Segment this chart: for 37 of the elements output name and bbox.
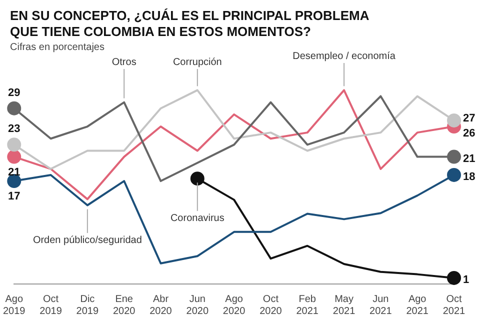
text: Corrupción [172,56,222,68]
chart-title: EN SU CONCEPTO, ¿CUÁL ES EL PRINCIPAL PROBLEMA QUE TIENE COLOMBIA EN ESTOS MOMENTOS? [10,8,370,40]
text: Desempleo / economía [292,50,396,62]
x-tick-label: Dic 2019 [76,294,99,317]
point [447,270,461,285]
data-label: 21 [463,152,476,165]
x-tick-label: Ago 2019 [3,294,26,317]
data-label: 27 [463,112,476,124]
x-tick-label: Oct 2020 [260,294,282,317]
point [7,174,22,188]
x-tick-label: Ene 2020 [112,294,136,317]
x-tick-label: Abr 2020 [150,294,172,317]
text: Otros [112,56,136,68]
x-tick-label: Ago 2021 [406,294,429,317]
point [7,150,22,164]
x-tick-label: Feb 2021 [296,294,319,317]
x-tick-label: Oct 2021 [442,294,466,317]
x-tick-label: Oct 2019 [40,294,62,317]
x-tick-label: May 2021 [332,294,356,317]
series-label: Orden público/seguridad [32,234,142,246]
data-label: 26 [463,128,476,140]
data-label: 23 [8,123,20,136]
data-label: 29 [8,86,20,99]
point [7,138,22,152]
data-label: 17 [8,190,20,203]
point [7,101,22,116]
x-tick-label: Jun 2021 [370,294,392,317]
data-label: 18 [463,171,476,184]
chart-subtitle: Cifras en porcentajes [10,42,104,53]
point [447,113,461,128]
x-tick-label: Ago 2020 [222,294,246,317]
point [447,168,461,182]
series-label: Coronavirus [170,212,224,224]
point [447,150,461,164]
point [190,172,204,186]
x-tick-label: Jun 2020 [186,294,209,317]
data-label: 1 [463,274,470,286]
